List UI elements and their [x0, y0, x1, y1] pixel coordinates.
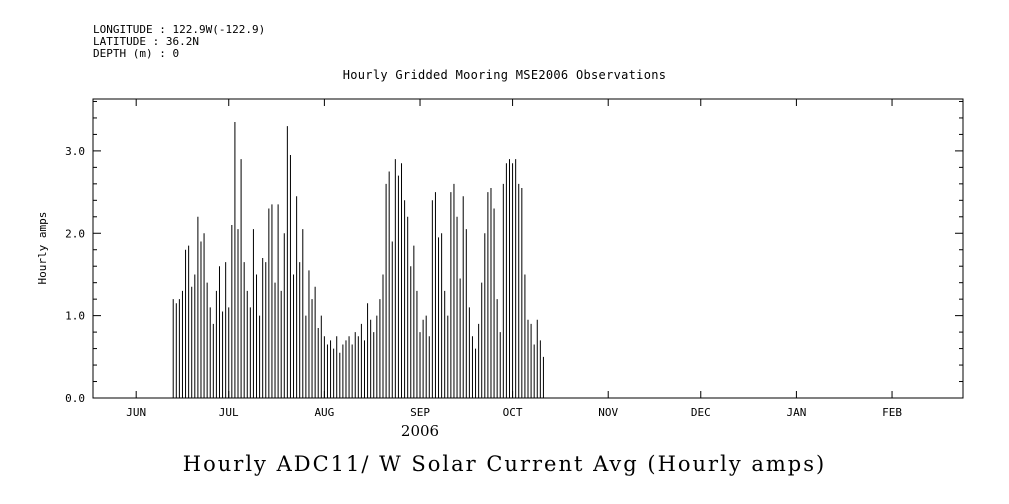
chart-bottom-title: Hourly ADC11/ W Solar Current Avg (Hourl…	[182, 452, 827, 476]
x-tick-label: FEB	[882, 406, 902, 419]
longitude-label: LONGITUDE : 122.9W(-122.9)	[93, 23, 266, 36]
x-tick-label: AUG	[314, 406, 334, 419]
x-axis-year-label: 2006	[401, 422, 439, 440]
x-tick-label: DEC	[691, 406, 711, 419]
latitude-label: LATITUDE : 36.2N	[93, 35, 199, 48]
data-spikes	[172, 122, 544, 398]
x-tick-label: JAN	[786, 406, 806, 419]
x-tick-label: JUN	[126, 406, 146, 419]
x-tick-label: JUL	[219, 406, 239, 419]
y-axis-label: Hourly amps	[36, 212, 49, 285]
depth-label: DEPTH (m) : 0	[93, 47, 180, 60]
y-tick-label: 3.0	[65, 145, 85, 158]
y-tick-label: 2.0	[65, 227, 85, 240]
x-tick-label: SEP	[410, 406, 430, 419]
y-tick-label: 0.0	[65, 392, 85, 405]
chart-title: Hourly Gridded Mooring MSE2006 Observati…	[342, 68, 667, 82]
y-tick-label: 1.0	[65, 310, 85, 323]
x-tick-label: OCT	[503, 406, 523, 419]
x-tick-label: NOV	[598, 406, 618, 419]
